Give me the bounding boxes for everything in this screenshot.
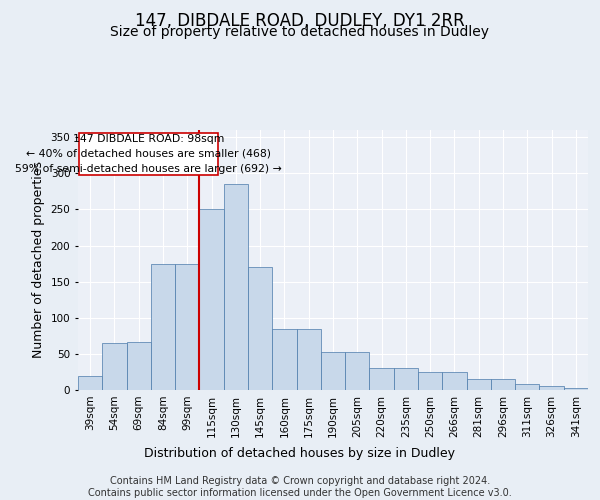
Bar bbox=[78, 376, 102, 390]
Bar bbox=[539, 386, 564, 390]
Text: Distribution of detached houses by size in Dudley: Distribution of detached houses by size … bbox=[145, 448, 455, 460]
Bar bbox=[296, 328, 321, 390]
Bar bbox=[491, 379, 515, 390]
Text: Contains HM Land Registry data © Crown copyright and database right 2024.: Contains HM Land Registry data © Crown c… bbox=[110, 476, 490, 486]
Bar bbox=[418, 372, 442, 390]
Bar bbox=[321, 352, 345, 390]
Text: Size of property relative to detached houses in Dudley: Size of property relative to detached ho… bbox=[110, 25, 490, 39]
Bar bbox=[345, 352, 370, 390]
Text: 147, DIBDALE ROAD, DUDLEY, DY1 2RR: 147, DIBDALE ROAD, DUDLEY, DY1 2RR bbox=[135, 12, 465, 30]
Bar bbox=[199, 210, 224, 390]
Bar bbox=[272, 328, 296, 390]
FancyBboxPatch shape bbox=[79, 133, 218, 175]
Y-axis label: Number of detached properties: Number of detached properties bbox=[32, 162, 45, 358]
Bar bbox=[102, 343, 127, 390]
Text: 147 DIBDALE ROAD: 98sqm
← 40% of detached houses are smaller (468)
59% of semi-d: 147 DIBDALE ROAD: 98sqm ← 40% of detache… bbox=[15, 134, 282, 173]
Bar bbox=[442, 372, 467, 390]
Bar bbox=[394, 368, 418, 390]
Bar bbox=[515, 384, 539, 390]
Bar bbox=[564, 388, 588, 390]
Bar bbox=[248, 267, 272, 390]
Text: Contains public sector information licensed under the Open Government Licence v3: Contains public sector information licen… bbox=[88, 488, 512, 498]
Bar bbox=[127, 342, 151, 390]
Bar bbox=[370, 368, 394, 390]
Bar bbox=[467, 379, 491, 390]
Bar bbox=[224, 184, 248, 390]
Bar bbox=[175, 264, 199, 390]
Bar bbox=[151, 264, 175, 390]
